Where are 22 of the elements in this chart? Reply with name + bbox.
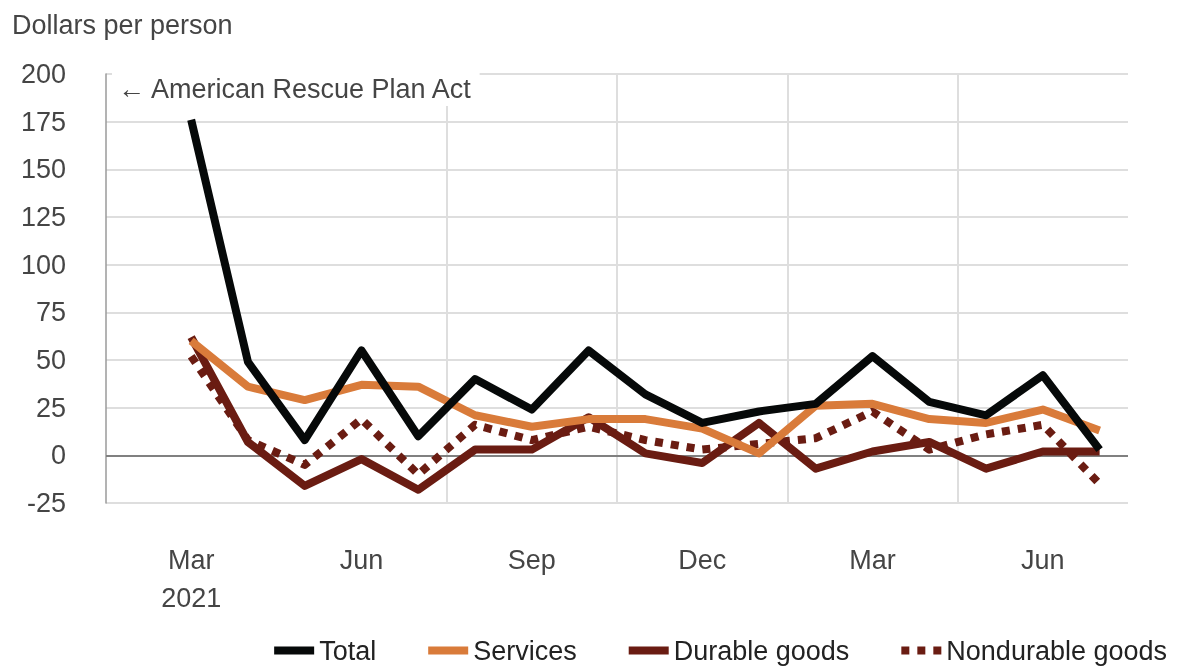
y-axis-title: Dollars per person: [12, 9, 233, 40]
y-tick-label: 50: [35, 345, 66, 375]
y-tick-label: 175: [20, 106, 66, 137]
x-tick-label: Dec: [678, 545, 727, 575]
x-tick-label: Mar: [849, 545, 896, 575]
x-tick-label: Jun: [1021, 545, 1065, 575]
y-tick-label: 150: [20, 154, 66, 185]
x-tick-label: Mar 2021: [161, 545, 222, 613]
y-tick-label: 100: [20, 249, 66, 280]
x-tick-label: Jun: [339, 545, 384, 575]
y-tick-label: -25: [26, 488, 66, 518]
legend-label: Total: [319, 635, 377, 666]
x-tick-label: Sep: [507, 545, 556, 575]
annotation: ← American Rescue Plan Act: [118, 73, 472, 104]
y-tick-label: 75: [35, 297, 66, 328]
y-tick-label: 0: [50, 440, 66, 471]
y-tick-label: 200: [20, 59, 66, 89]
legend-label: Nondurable goods: [946, 635, 1167, 666]
legend-label: Services: [473, 635, 577, 666]
y-tick-label: 25: [35, 392, 66, 423]
y-tick-label: 125: [20, 202, 66, 232]
legend-label: Durable goods: [673, 635, 850, 666]
